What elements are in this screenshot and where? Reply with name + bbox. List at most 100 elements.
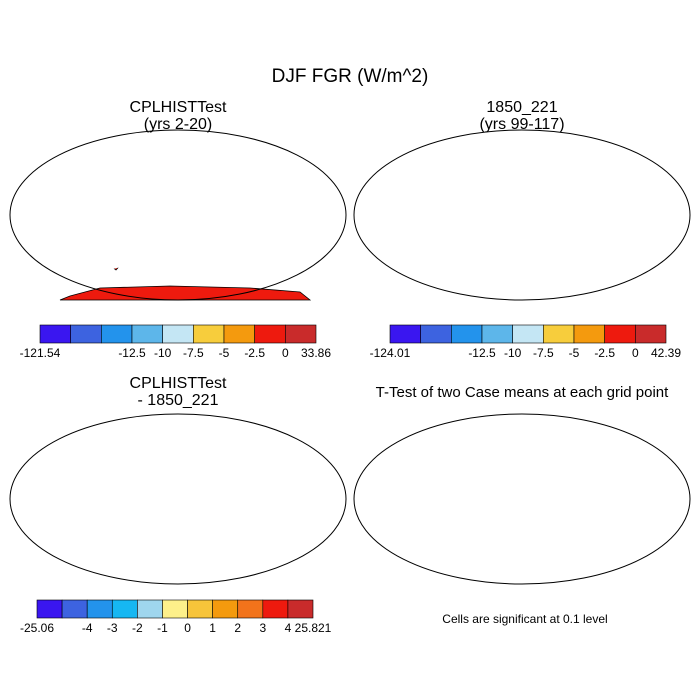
colorbar-tick-label: 4 <box>285 621 292 635</box>
region-africa <box>506 464 568 538</box>
colorbar-swatch <box>101 324 133 344</box>
region-australia <box>616 228 666 260</box>
region-greenland <box>482 136 514 156</box>
panel-4-map-border <box>353 413 691 585</box>
panel-4-title: T-Test of two Case means at each grid po… <box>376 384 669 401</box>
panel-2-map-border <box>353 129 691 301</box>
colorbar-tick-label: 42.39 <box>651 346 681 360</box>
colorbar-swatch <box>420 324 452 344</box>
region-africa <box>506 180 568 254</box>
colorbar-tick-label: 0 <box>632 346 639 360</box>
region-africa <box>162 464 224 538</box>
colorbar-swatch <box>193 324 225 344</box>
colorbar-tick-label: -7.5 <box>183 346 204 360</box>
colorbar-swatch <box>604 324 636 344</box>
colorbar-swatch <box>86 599 113 619</box>
colorbar-swatch <box>285 324 317 344</box>
colorbar-swatch <box>162 599 188 619</box>
colorbar-tick-label: -25.06 <box>20 621 54 635</box>
colorbar-swatch <box>237 599 264 619</box>
region-eurasia <box>516 424 672 482</box>
colorbar-tick-label: -121.54 <box>20 346 61 360</box>
colorbar-tick-label: -12.5 <box>118 346 146 360</box>
colorbar-tick-label: 33.86 <box>301 346 331 360</box>
region-south-america <box>98 492 142 554</box>
region-australia <box>271 260 323 261</box>
colorbar-swatch <box>111 599 138 619</box>
region-north-america <box>384 422 484 482</box>
colorbar-tick-label: -3 <box>107 621 118 635</box>
colorbar-tick-label: -1 <box>157 621 168 635</box>
colorbar-swatch <box>212 599 239 619</box>
region-antarctica <box>60 570 310 584</box>
colorbar-swatch <box>131 324 163 344</box>
region-antarctica <box>59 285 312 301</box>
colorbar-swatch <box>573 324 605 344</box>
panel-1-colorbar: -121.54 -12.5 -10 -7.5 -5 -2.5 0 33.86 <box>20 324 331 360</box>
panel-2-map <box>354 130 690 300</box>
colorbar-tick-label: -10 <box>504 346 522 360</box>
panel-3-map-border <box>9 413 347 585</box>
panel-1-map <box>20 136 346 301</box>
panel-2-subtitle: (yrs 99-117) <box>479 116 564 133</box>
region-greenland <box>482 420 514 440</box>
colorbar-tick-label: -2.5 <box>244 346 265 360</box>
region-antarctica <box>404 570 654 584</box>
colorbar-tick-label: 25.821 <box>295 621 332 635</box>
panel-1-subtitle: (yrs 2-20) <box>144 116 212 133</box>
region-australia <box>616 512 666 544</box>
colorbar-tick-label: -12.5 <box>468 346 496 360</box>
colorbar-swatch <box>223 324 255 344</box>
colorbar-swatch <box>262 599 289 619</box>
panel-3-colorbar: -25.06 -4 -3 -2 -1 0 1 2 3 4 25.821 <box>20 599 332 635</box>
panel-4-map <box>354 414 690 584</box>
region-south-america <box>442 492 486 554</box>
panel-1-title: CPLHISTTest <box>130 99 227 116</box>
panel-2-colorbar: -124.01 -12.5 -10 -7.5 -5 -2.5 0 42.39 <box>370 324 681 360</box>
region-antarctica <box>404 286 654 300</box>
colorbar-swatch <box>254 324 286 344</box>
colorbar-tick-label: 2 <box>234 621 241 635</box>
colorbar-swatch <box>137 599 163 619</box>
panel-difference: CPLHISTTest - 1850_221 -25.06 -4 -3 -2 -1 0 1 2… <box>9 375 347 635</box>
colorbar-tick-label: -2.5 <box>594 346 615 360</box>
colorbar-swatch <box>389 324 421 344</box>
colorbar-swatch <box>543 324 575 344</box>
colorbar-tick-label: -5 <box>569 346 580 360</box>
panel-3-subtitle: - 1850_221 <box>138 392 219 409</box>
region-eurasia <box>172 424 328 482</box>
region-greenland <box>138 136 170 156</box>
region-australia <box>272 512 322 544</box>
colorbar-tick-label: 0 <box>282 346 289 360</box>
region-north-america <box>40 138 140 198</box>
colorbar-swatch <box>635 324 667 344</box>
colorbar-swatch <box>481 324 513 344</box>
panel-2-title: 1850_221 <box>486 99 557 116</box>
colorbar-tick-label: -10 <box>154 346 172 360</box>
colorbar-swatch <box>39 324 71 344</box>
region-north-america <box>40 422 140 482</box>
panel-3-map <box>10 414 346 584</box>
colorbar-tick-label: 1 <box>209 621 216 635</box>
region-eurasia <box>172 140 328 198</box>
colorbar-tick-label: -4 <box>82 621 93 635</box>
panel-1850-221: 1850_221 (yrs 99-117) -124.01 -12.5 -10 -7.… <box>353 99 691 360</box>
panel-ttest: T-Test of two Case means at each grid po… <box>353 384 691 585</box>
colorbar-tick-label: -5 <box>219 346 230 360</box>
colorbar-swatch <box>36 599 63 619</box>
panel-3-title: CPLHISTTest <box>130 375 227 392</box>
colorbar-tick-label: -7.5 <box>533 346 554 360</box>
panel-cplhisttest: CPLHISTTest (yrs 2-20) -121.54 -12.5 -10 -7… <box>9 99 347 360</box>
significance-note: Cells are significant at 0.1 level <box>442 612 608 626</box>
region-eurasia <box>516 140 672 198</box>
colorbar-tick-label: -124.01 <box>370 346 411 360</box>
colorbar-tick-label: 3 <box>259 621 266 635</box>
panel-1-map-border <box>9 129 347 301</box>
colorbar-swatch <box>61 599 88 619</box>
colorbar-tick-label: 0 <box>184 621 191 635</box>
colorbar-swatch <box>287 599 314 619</box>
region-greenland <box>138 420 170 440</box>
region-north-america <box>384 138 484 198</box>
region-south-america <box>97 260 143 271</box>
